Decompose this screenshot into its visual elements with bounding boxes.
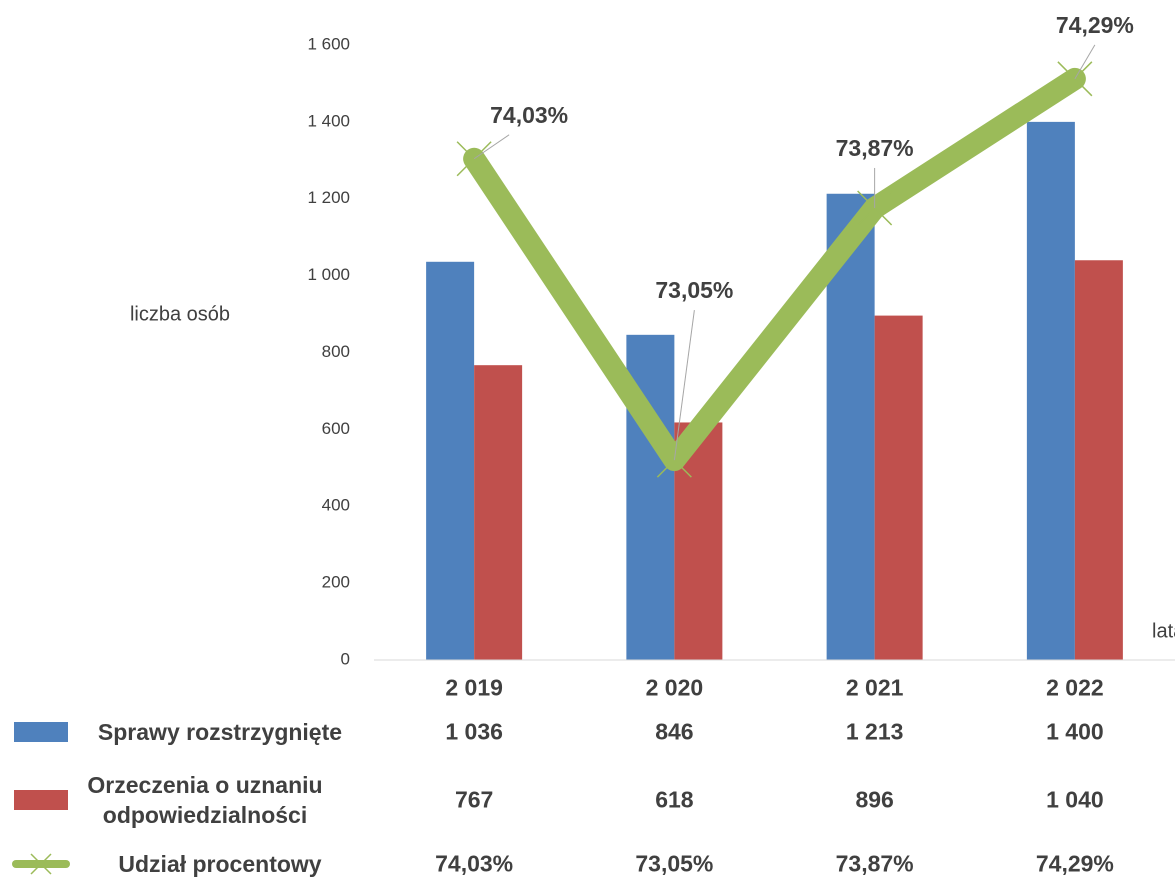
table-value: 73,05%	[635, 850, 714, 877]
bar	[426, 261, 475, 660]
legend-label: Udział procentowy	[118, 851, 322, 877]
table-value: 73,87%	[835, 850, 914, 877]
y-tick-label: 1 000	[307, 265, 350, 284]
line-series	[463, 67, 1086, 472]
legend-key	[14, 790, 68, 810]
bar	[874, 315, 923, 660]
data-label: 74,29%	[1056, 12, 1134, 38]
y-tick-label: 1 600	[307, 34, 350, 53]
category-label: 2 020	[645, 674, 704, 701]
y-tick-label: 600	[322, 419, 350, 438]
x-axis-label: lata	[1152, 620, 1175, 642]
table-value: 1 213	[845, 718, 904, 745]
table-value: 1 036	[445, 718, 503, 745]
legend-label: Orzeczenia o uznaniu odpowiedzialności	[87, 772, 323, 828]
bar	[474, 365, 523, 660]
data-label: 73,05%	[655, 277, 733, 303]
y-tick-label: 0	[341, 649, 350, 668]
table-value: 74,29%	[1035, 850, 1114, 877]
table-value: 767	[454, 786, 494, 813]
table-value: 846	[655, 718, 694, 745]
legend-key-marker	[30, 853, 52, 875]
leader-line	[673, 310, 695, 461]
y-tick-label: 400	[322, 496, 350, 515]
table-value: 896	[855, 786, 894, 813]
data-label: 73,87%	[836, 135, 914, 161]
y-tick-label: 1 200	[307, 188, 350, 207]
category-label: 2 019	[445, 674, 503, 701]
table-value: 1 040	[1046, 786, 1104, 813]
y-tick-label: 1 400	[307, 111, 350, 130]
table-value: 74,03%	[435, 850, 514, 877]
table-value: 1 400	[1046, 718, 1104, 745]
leader-line	[473, 134, 510, 160]
category-label: 2 022	[1046, 674, 1104, 701]
legend-key	[14, 722, 68, 742]
y-axis-label: liczba osób	[130, 303, 230, 325]
leader-line	[1074, 44, 1096, 80]
bar	[1026, 121, 1075, 660]
legend-label: Sprawy rozstrzygnięte	[97, 719, 343, 745]
category-label: 2 021	[845, 674, 904, 701]
bar	[1074, 260, 1123, 660]
table-value: 618	[655, 786, 694, 813]
data-label: 74,03%	[490, 102, 568, 128]
y-tick-label: 800	[322, 342, 350, 361]
y-tick-label: 200	[322, 573, 350, 592]
